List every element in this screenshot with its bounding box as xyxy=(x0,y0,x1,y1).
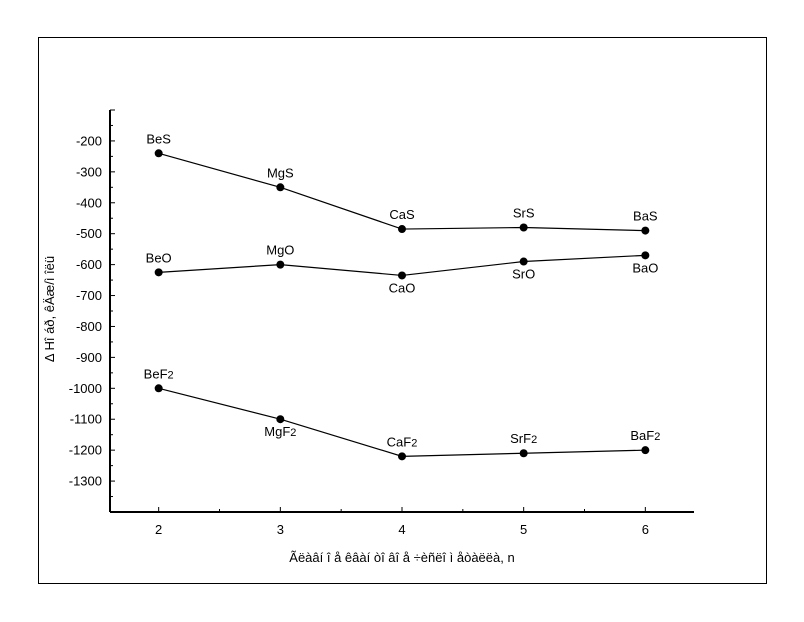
data-point xyxy=(519,257,528,266)
y-tick-label: -1300 xyxy=(69,474,102,489)
data-point xyxy=(398,225,406,234)
axes: -200 -300 -400 -500 -600 -700 -800 -900 -1000 -11… xyxy=(69,109,694,537)
data-label: BaF2 xyxy=(630,428,660,443)
data-point xyxy=(276,415,285,424)
y-tick-label: -200 xyxy=(76,133,102,148)
y-tick-label: -900 xyxy=(76,350,102,365)
data-label: CaF2 xyxy=(387,434,418,449)
series-3: BeF2 MgF2 CaF2 SrF2 BaF2 xyxy=(144,366,660,461)
y-tick-label: -500 xyxy=(76,226,102,241)
data-label: SrF2 xyxy=(510,431,537,446)
data-point xyxy=(641,446,650,455)
data-point xyxy=(641,226,650,235)
data-label: MgS xyxy=(267,165,294,180)
data-label: BaS xyxy=(633,209,658,224)
series-1: BeS MgS CaS SrS BaS xyxy=(146,131,658,235)
data-label: BeO xyxy=(146,250,172,265)
x-tick-label: 3 xyxy=(277,522,284,537)
data-label: BaO xyxy=(632,260,658,275)
series-2: BeO MgO CaO SrO BaO xyxy=(146,243,659,296)
data-point xyxy=(519,223,528,232)
data-label: CaO xyxy=(389,280,416,295)
data-point xyxy=(519,449,528,458)
x-axis-title: Ãëàâí î å êâàí òî âî å ÷èñëî ì åòàëëà, n xyxy=(289,550,514,565)
y-axis-title: Δ Hî áð, êÄæ/ì îëü xyxy=(42,256,57,362)
y-tick-label: -1000 xyxy=(69,381,102,396)
y-tick-label: -300 xyxy=(76,164,102,179)
data-point xyxy=(398,452,406,461)
chart-frame xyxy=(38,37,767,584)
data-label: BeF2 xyxy=(144,366,174,381)
y-tick-label: -700 xyxy=(76,288,102,303)
data-point xyxy=(398,271,406,280)
data-label: BeS xyxy=(146,131,171,146)
data-point xyxy=(154,268,163,277)
y-tick-label: -1200 xyxy=(69,443,102,458)
x-tick-label: 5 xyxy=(520,522,527,537)
data-label: MgO xyxy=(266,243,294,258)
x-tick-label: 6 xyxy=(642,522,649,537)
data-point xyxy=(154,149,163,158)
data-label: SrO xyxy=(512,267,535,282)
x-tick-label: 2 xyxy=(155,522,162,537)
x-tick-label: 4 xyxy=(398,522,405,537)
data-point xyxy=(641,251,650,260)
y-tick-label: -1100 xyxy=(70,412,102,427)
data-point xyxy=(276,260,285,269)
data-label: MgF2 xyxy=(264,424,296,439)
data-point xyxy=(154,384,163,393)
data-label: CaS xyxy=(389,207,415,222)
data-point xyxy=(276,183,285,192)
data-label: SrS xyxy=(513,206,535,221)
series-layer: BeS MgS CaS SrS BaS BeO MgO CaO SrO BaO BeF2 MgF2 Ca… xyxy=(144,131,660,461)
y-tick-label: -800 xyxy=(76,319,102,334)
y-tick-label: -600 xyxy=(76,257,102,272)
y-tick-label: -400 xyxy=(76,195,102,210)
